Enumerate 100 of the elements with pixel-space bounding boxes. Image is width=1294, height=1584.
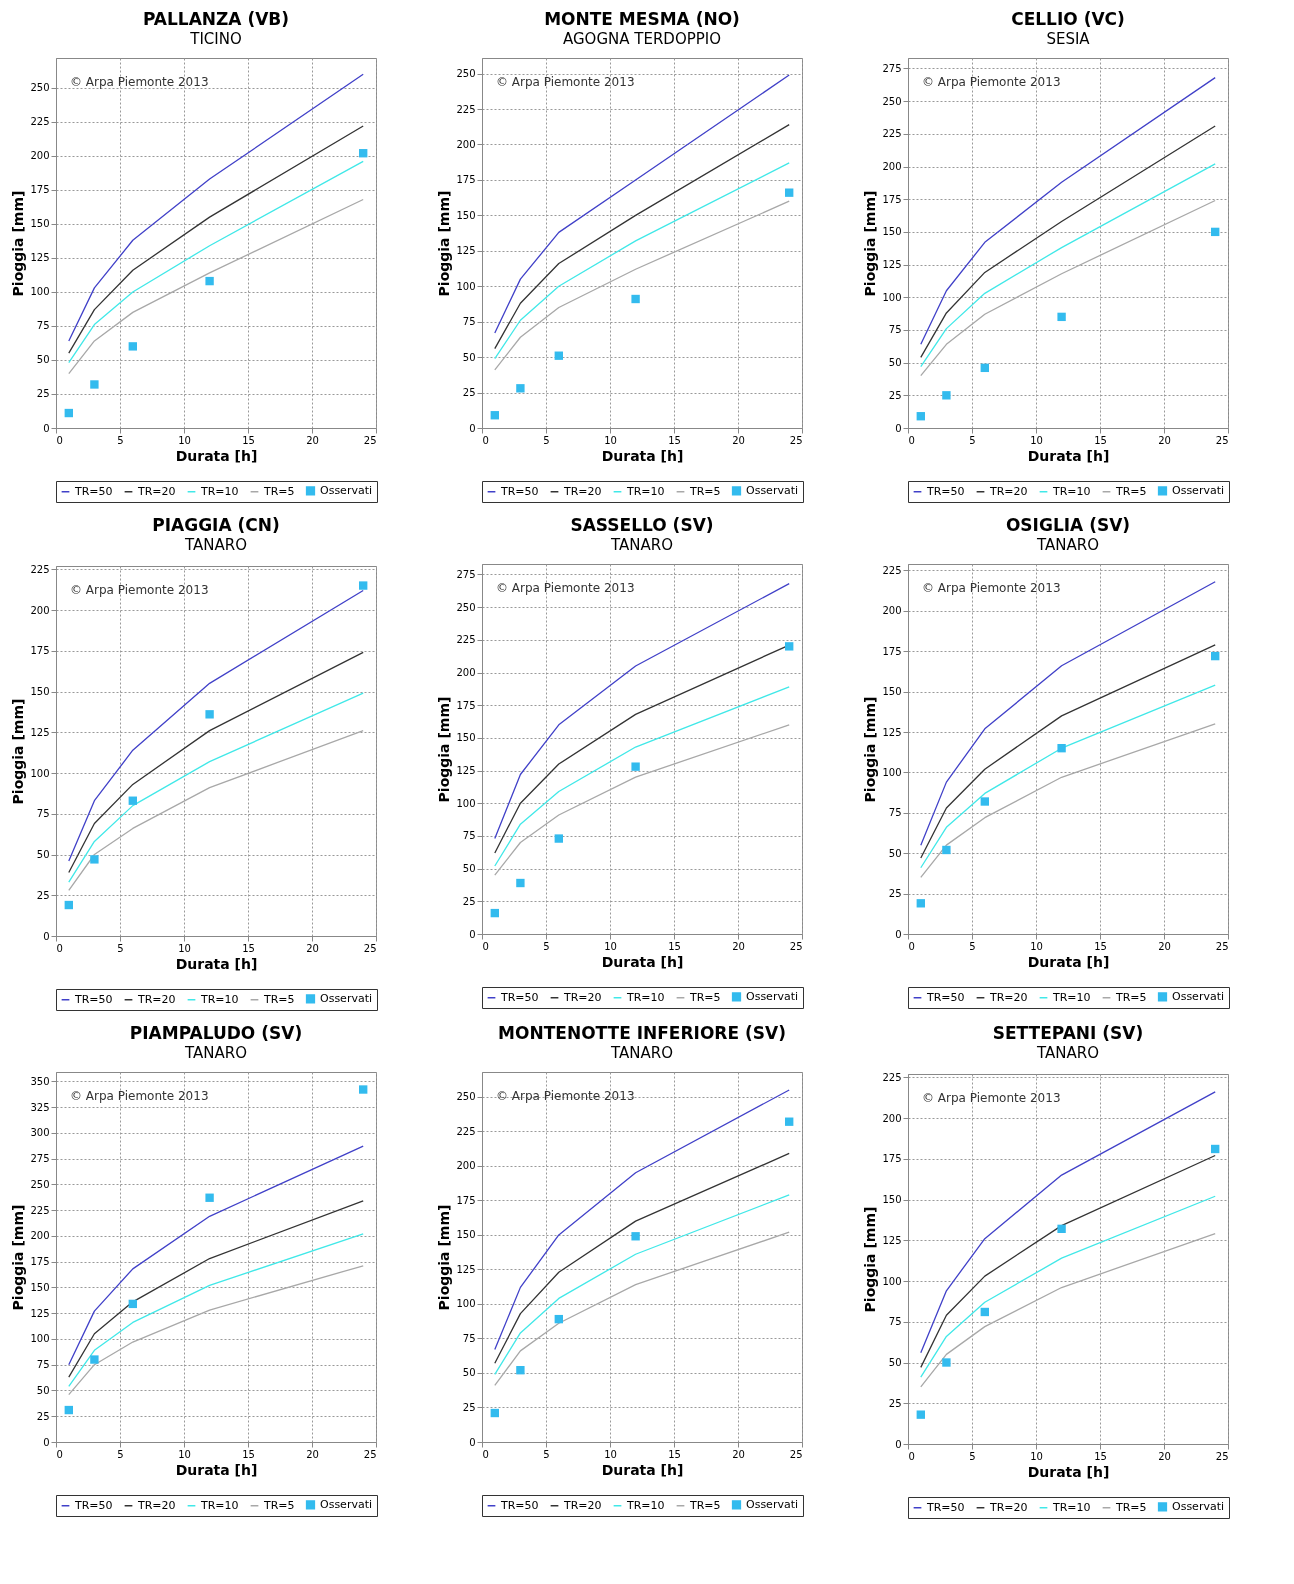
point xyxy=(64,1405,73,1415)
line-series xyxy=(68,692,364,883)
x-tick-label: 15 xyxy=(242,434,255,446)
legend-label: TR=10 xyxy=(626,1498,665,1512)
y-tick-label: 275 xyxy=(882,62,902,74)
y-tick-label: 0 xyxy=(43,930,50,942)
y-tick-label: 250 xyxy=(456,68,476,80)
chart-subtitle: TANARO xyxy=(1036,1044,1099,1063)
y-tick-label: 100 xyxy=(882,1275,902,1287)
x-tick-label: 0 xyxy=(482,940,489,952)
chart-title: MONTENOTTE INFERIORE (SV) xyxy=(498,1023,786,1043)
x-tick-label: 25 xyxy=(1215,434,1229,446)
legend-label: TR=5 xyxy=(1115,484,1147,498)
y-tick-label: 125 xyxy=(30,726,50,738)
point xyxy=(90,855,99,864)
y-tick-label: 75 xyxy=(888,807,902,819)
x-tick-label: 25 xyxy=(1215,1450,1229,1462)
legend-label: TR=50 xyxy=(500,484,539,498)
point xyxy=(916,1410,925,1419)
y-tick-label: 200 xyxy=(882,161,902,173)
line-series xyxy=(494,162,790,360)
legend-label: TR=50 xyxy=(74,992,113,1006)
legend-label: TR=50 xyxy=(74,484,113,498)
point xyxy=(516,1366,525,1375)
line-series xyxy=(68,1145,364,1366)
x-tick-label: 0 xyxy=(908,1450,915,1462)
y-tick-label: 25 xyxy=(462,895,476,907)
legend-label: TR=20 xyxy=(563,1498,602,1512)
y-axis-title: Pioggia [mm] xyxy=(436,696,453,803)
y-tick-label: 150 xyxy=(456,1229,476,1241)
legend-label: TR=10 xyxy=(200,992,239,1006)
x-tick-label: 0 xyxy=(482,1448,489,1460)
y-tick-label: 250 xyxy=(30,1178,50,1190)
legend-label: Osservati xyxy=(1172,1499,1225,1513)
y-tick-label: 75 xyxy=(888,324,902,336)
y-tick-label: 200 xyxy=(30,1230,50,1242)
y-tick-label: 25 xyxy=(462,387,476,399)
x-tick-label: 25 xyxy=(789,1448,803,1460)
point xyxy=(631,1232,640,1241)
point xyxy=(1211,651,1220,661)
y-tick-label: 125 xyxy=(456,765,476,777)
y-tick-label: 250 xyxy=(30,82,50,94)
y-tick-label: 150 xyxy=(456,732,476,744)
y-tick-label: 25 xyxy=(888,1397,902,1409)
legend-label: TR=20 xyxy=(137,484,176,498)
y-tick-label: 225 xyxy=(30,563,50,575)
chart-title: PIAGGIA (CN) xyxy=(152,515,280,536)
x-axis-title: Durata [h] xyxy=(601,1461,684,1478)
point xyxy=(554,351,563,360)
annotation: © Arpa Piemonte 2013 xyxy=(922,1091,1061,1105)
legend-label: TR=10 xyxy=(626,990,665,1004)
y-tick-label: 100 xyxy=(456,1298,476,1310)
line-series xyxy=(494,582,790,840)
y-tick-label: 75 xyxy=(36,1359,50,1371)
y-tick-label: 175 xyxy=(882,1153,902,1165)
y-tick-label: 200 xyxy=(456,1160,476,1172)
x-tick-label: 0 xyxy=(56,942,63,954)
legend-label: TR=50 xyxy=(926,990,965,1004)
legend-label: TR=20 xyxy=(137,992,176,1006)
y-tick-label: 125 xyxy=(882,726,902,738)
chart-subtitle: TANARO xyxy=(610,1044,673,1062)
line-series xyxy=(920,76,1216,345)
y-tick-label: 275 xyxy=(30,1153,50,1165)
legend-label: TR=5 xyxy=(1115,990,1147,1004)
point xyxy=(490,1408,499,1418)
point xyxy=(205,710,214,719)
y-tick-label: 175 xyxy=(882,645,902,657)
point xyxy=(631,762,640,771)
line-series xyxy=(494,1152,790,1364)
x-tick-label: 0 xyxy=(56,1448,63,1460)
y-tick-label: 200 xyxy=(456,667,476,679)
point xyxy=(64,900,73,910)
point xyxy=(942,391,951,400)
y-tick-label: 225 xyxy=(456,103,476,115)
point xyxy=(490,908,499,918)
x-tick-label: 5 xyxy=(543,434,550,446)
y-tick-label: 150 xyxy=(882,686,902,698)
y-tick-label: 50 xyxy=(462,863,476,875)
point xyxy=(205,276,214,286)
y-tick-label: 175 xyxy=(456,1194,476,1206)
y-tick-label: 175 xyxy=(456,174,476,186)
chart-title: SASSELLO (SV) xyxy=(570,515,714,535)
legend-label: TR=5 xyxy=(689,990,721,1004)
legend-label: Osservati xyxy=(746,1497,799,1511)
x-axis-title: Durata [h] xyxy=(1027,1463,1110,1480)
line-series xyxy=(494,1231,790,1387)
legend-label: TR=5 xyxy=(1115,1500,1147,1514)
y-tick-label: 225 xyxy=(882,128,902,140)
line-series xyxy=(494,123,790,350)
point xyxy=(1057,1224,1066,1234)
y-tick-label: 100 xyxy=(30,286,50,298)
y-tick-label: 325 xyxy=(30,1101,50,1113)
y-tick-label: 25 xyxy=(36,1410,50,1422)
x-tick-label: 10 xyxy=(604,434,617,446)
y-tick-label: 50 xyxy=(36,354,50,366)
y-tick-label: 0 xyxy=(469,422,476,434)
y-tick-label: 250 xyxy=(456,1091,476,1103)
chart-title: OSIGLIA (SV) xyxy=(1005,515,1131,535)
point xyxy=(785,188,794,197)
y-tick-label: 150 xyxy=(882,1194,902,1206)
